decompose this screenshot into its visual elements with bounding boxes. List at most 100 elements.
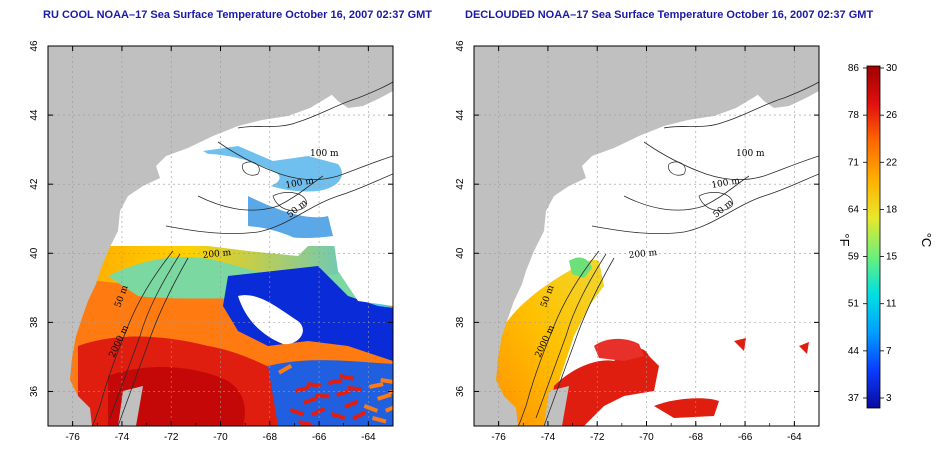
eddy-streak <box>278 363 293 375</box>
eddy-streak <box>344 399 359 409</box>
isobath-line <box>668 161 686 176</box>
cloud-band <box>328 186 393 306</box>
isobath-line <box>272 192 307 211</box>
x-tick-label: -72 <box>590 432 605 443</box>
gulf-maine-water <box>203 146 342 192</box>
isobath-line <box>91 250 174 426</box>
eddy-streak <box>380 378 393 385</box>
eddy-streak <box>369 382 384 389</box>
cloud-band <box>162 153 280 193</box>
x-tick-label: -64 <box>787 432 802 443</box>
x-tick-label: -70 <box>639 432 654 443</box>
cold-eddies <box>268 360 393 426</box>
isobath-line <box>663 81 819 129</box>
colorbar-c-tick: 22 <box>886 157 898 168</box>
georges-water <box>248 196 333 238</box>
eddy-streak <box>347 385 362 392</box>
isobath-line <box>242 161 260 176</box>
right-map-title: DECLOUDED NOAA–17 Sea Surface Temperatur… <box>465 9 874 21</box>
colorbar-f-tick: 51 <box>848 299 860 310</box>
x-tick-label: -68 <box>263 432 278 443</box>
warm-filament <box>734 338 746 351</box>
colorbar: 86 78 71 64 59 51 44 37 30 26 22 18 15 11 7 3 °F °C <box>837 63 934 409</box>
colorbar-f-label: °F <box>837 233 852 246</box>
x-tick-label: -76 <box>491 432 506 443</box>
land-peninsula <box>118 386 143 426</box>
colorbar-c-tick: 18 <box>886 204 898 215</box>
warm-filament <box>799 342 809 354</box>
eddy-streak <box>339 374 354 381</box>
eddy-streak <box>298 419 313 426</box>
left-map-title: RU COOL NOAA–17 Sea Surface Temperature … <box>43 9 433 21</box>
y-tick-label: 46 <box>455 40 466 52</box>
eddy-streak <box>330 411 346 420</box>
isobath-label: 100 m <box>285 176 315 191</box>
colorbar-c-label: °C <box>919 233 934 248</box>
colorbar-c-tick: 30 <box>886 63 898 74</box>
land-mass <box>48 46 393 426</box>
land-mass <box>474 46 819 426</box>
warm-filament <box>654 398 719 418</box>
eddy-streak <box>295 385 310 393</box>
cool-patch <box>569 257 592 278</box>
y-tick-label: 36 <box>455 385 466 397</box>
eddy-streak <box>384 403 393 413</box>
y-tick-label: 44 <box>29 109 40 121</box>
isobath-line <box>591 173 819 235</box>
colorbar-f-tick: 86 <box>848 63 860 74</box>
y-tick-label: 46 <box>29 40 40 52</box>
eddy-streak <box>306 382 321 388</box>
y-tick-label: 38 <box>455 316 466 328</box>
isobath-line <box>117 257 189 426</box>
y-tick-label: 42 <box>29 178 40 190</box>
eddy-streak <box>289 407 305 417</box>
eddy-streak <box>336 389 351 397</box>
x-tick-label: -74 <box>115 432 130 443</box>
land-nova-scotia <box>318 50 393 108</box>
colorbar-f-tick: 37 <box>848 393 860 404</box>
isobath-line <box>535 253 607 419</box>
gulf-stream <box>108 366 245 426</box>
land-peninsula <box>544 386 569 426</box>
colorbar-f-tick: 59 <box>848 252 860 263</box>
colorbar-f-tick: 64 <box>848 204 860 215</box>
x-tick-label: -66 <box>312 432 327 443</box>
isobath-line <box>543 257 615 426</box>
warm-core <box>594 338 644 361</box>
isobath-label: 200 m <box>202 248 232 261</box>
isobath-label: 100 m <box>736 149 765 159</box>
y-tick-label: 40 <box>29 247 40 259</box>
warm-core <box>549 348 659 426</box>
colorbar-f-tick: 71 <box>848 157 860 168</box>
x-tick-label: -74 <box>541 432 556 443</box>
colorbar-c-tick: 11 <box>886 299 897 310</box>
colorbar-f-tick: 44 <box>848 346 860 357</box>
eddy-streak <box>328 378 343 385</box>
isobath-label: 200 m <box>628 248 658 261</box>
colorbar-c-tick: 3 <box>886 393 892 404</box>
isobath-line <box>643 141 819 180</box>
x-tick-label: -68 <box>689 432 704 443</box>
colorbar-c-tick: 15 <box>886 252 898 263</box>
y-tick-label: 44 <box>455 109 466 121</box>
x-tick-label: -70 <box>213 432 228 443</box>
eddy-streak <box>388 390 393 395</box>
isobath-label: 100 m <box>711 176 741 191</box>
colorbar-gradient <box>866 65 881 409</box>
y-tick-label: 38 <box>29 316 40 328</box>
isobath-line <box>109 253 181 419</box>
colorbar-c-tick: 26 <box>886 110 898 121</box>
y-tick-label: 42 <box>455 178 466 190</box>
eddy-streak <box>351 410 367 421</box>
land-nova-scotia <box>744 50 819 108</box>
eddy-streak <box>314 394 329 399</box>
cloud-patch <box>238 295 303 345</box>
isobath-line <box>623 175 750 211</box>
isobath-line <box>165 173 393 235</box>
x-tick-label: -76 <box>65 432 80 443</box>
eddy-streak <box>303 396 318 405</box>
isobath-line <box>217 141 393 180</box>
colorbar-f-tick: 78 <box>848 110 860 121</box>
